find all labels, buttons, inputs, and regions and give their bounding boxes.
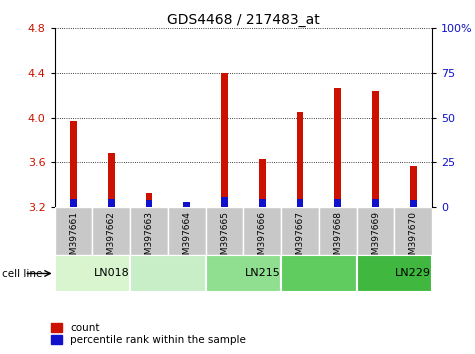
Bar — [410, 200, 417, 207]
Text: GSM397663: GSM397663 — [144, 211, 153, 266]
Bar — [183, 205, 190, 207]
Bar — [108, 154, 114, 207]
Bar — [297, 199, 304, 207]
Bar — [259, 159, 266, 207]
Text: GSM397669: GSM397669 — [371, 211, 380, 266]
Text: GSM397668: GSM397668 — [333, 211, 342, 266]
Bar — [168, 207, 206, 255]
Text: GSM397667: GSM397667 — [295, 211, 304, 266]
Text: GSM397670: GSM397670 — [409, 211, 418, 266]
Bar — [372, 91, 379, 207]
Bar — [410, 166, 417, 207]
Bar — [334, 87, 341, 207]
Bar — [357, 207, 394, 255]
Legend: count, percentile rank within the sample: count, percentile rank within the sample — [51, 323, 246, 345]
Bar — [334, 199, 341, 207]
Bar — [395, 207, 432, 255]
Text: GSM397664: GSM397664 — [182, 211, 191, 266]
Bar — [146, 200, 152, 207]
Text: LN229: LN229 — [395, 268, 431, 279]
Bar — [259, 199, 266, 207]
Bar — [221, 197, 228, 207]
Bar — [297, 112, 304, 207]
Text: GSM397661: GSM397661 — [69, 211, 78, 266]
Bar — [206, 255, 281, 292]
Text: GSM397665: GSM397665 — [220, 211, 229, 266]
Bar — [281, 255, 357, 292]
Title: GDS4468 / 217483_at: GDS4468 / 217483_at — [167, 13, 320, 27]
Bar — [281, 207, 319, 255]
Bar — [108, 199, 114, 207]
Bar — [55, 255, 130, 292]
Bar — [55, 207, 92, 255]
Text: cell line: cell line — [2, 269, 43, 279]
Bar — [70, 121, 77, 207]
Bar — [206, 207, 243, 255]
Bar — [372, 199, 379, 207]
Bar — [183, 201, 190, 207]
Bar — [130, 207, 168, 255]
Bar — [221, 73, 228, 207]
Bar — [92, 207, 130, 255]
Bar — [146, 193, 152, 207]
Text: GSM397662: GSM397662 — [107, 211, 116, 266]
Bar — [357, 255, 432, 292]
Text: GSM397666: GSM397666 — [258, 211, 267, 266]
Bar — [243, 207, 281, 255]
Bar — [130, 255, 206, 292]
Bar — [70, 199, 77, 207]
Text: LN215: LN215 — [245, 268, 280, 279]
Text: LN018: LN018 — [94, 268, 129, 279]
Bar — [319, 207, 357, 255]
